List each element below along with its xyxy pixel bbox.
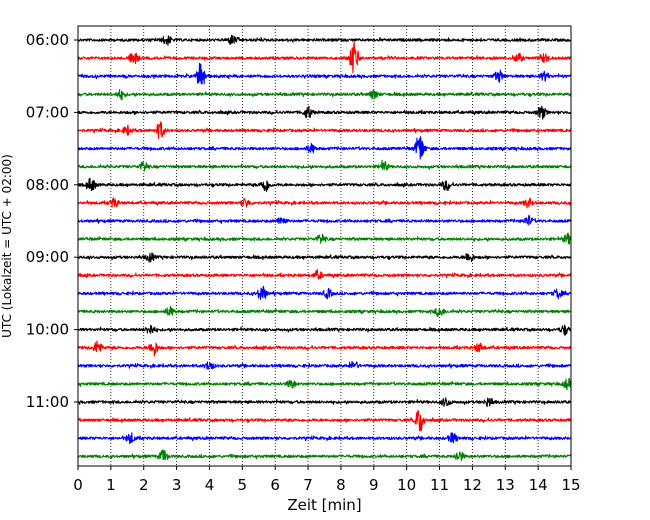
y-axis-label: UTC (Lokalzeit = UTC + 02:00) xyxy=(0,154,14,338)
x-tick-label: 1 xyxy=(106,476,116,494)
trace-0800 xyxy=(77,177,572,192)
x-tick-label: 11 xyxy=(430,476,449,494)
trace-0900 xyxy=(77,252,572,263)
y-tick-label: 06:00 xyxy=(26,31,69,49)
x-tick-label: 3 xyxy=(172,476,182,494)
trace-1100 xyxy=(77,397,572,408)
x-tick-label: 12 xyxy=(463,476,482,494)
y-axis: 06:00 07:00 08:00 09:00 10:00 11:00 xyxy=(26,31,78,411)
trace-1045 xyxy=(77,377,572,391)
trace-1115 xyxy=(77,410,572,432)
x-tick-label: 13 xyxy=(496,476,515,494)
trace-1145 xyxy=(77,449,572,462)
trace-0745 xyxy=(77,159,572,172)
y-tick-label: 08:00 xyxy=(26,176,69,194)
x-tick-label: 0 xyxy=(73,476,83,494)
trace-0600 xyxy=(77,34,572,46)
trace-0845 xyxy=(77,232,572,245)
x-tick-label: 14 xyxy=(529,476,548,494)
x-axis-label: Zeit [min] xyxy=(287,496,361,514)
y-tick-label: 07:00 xyxy=(26,103,69,121)
x-tick-label: 9 xyxy=(369,476,379,494)
x-tick-label: 7 xyxy=(303,476,313,494)
trace-0830 xyxy=(77,215,572,226)
trace-0815 xyxy=(77,197,572,209)
y-tick-label: 11:00 xyxy=(26,393,69,411)
plot-frame xyxy=(77,25,572,467)
y-tick-label: 10:00 xyxy=(26,321,69,339)
trace-1000 xyxy=(77,324,572,336)
traces xyxy=(77,34,572,462)
trace-0700 xyxy=(77,105,572,120)
trace-0930 xyxy=(77,285,572,301)
trace-0645 xyxy=(77,89,572,101)
trace-0945 xyxy=(77,305,572,318)
x-tick-label: 8 xyxy=(336,476,346,494)
trace-0915 xyxy=(77,269,572,280)
trace-0615 xyxy=(77,41,572,74)
x-axis: 0 1 2 3 4 5 6 7 8 9 10 11 12 13 14 15 xyxy=(73,466,581,494)
x-tick-label: 15 xyxy=(561,476,580,494)
trace-0730 xyxy=(77,136,572,160)
trace-1015 xyxy=(77,340,572,357)
grid xyxy=(110,26,539,466)
trace-1030 xyxy=(77,360,572,370)
trace-0630 xyxy=(77,62,572,85)
x-tick-label: 4 xyxy=(205,476,215,494)
x-tick-label: 6 xyxy=(270,476,280,494)
y-tick-label: 09:00 xyxy=(26,248,69,266)
x-tick-label: 2 xyxy=(139,476,149,494)
x-tick-label: 10 xyxy=(397,476,416,494)
x-tick-label: 5 xyxy=(238,476,248,494)
trace-1130 xyxy=(77,432,572,445)
trace-0715 xyxy=(77,121,572,140)
